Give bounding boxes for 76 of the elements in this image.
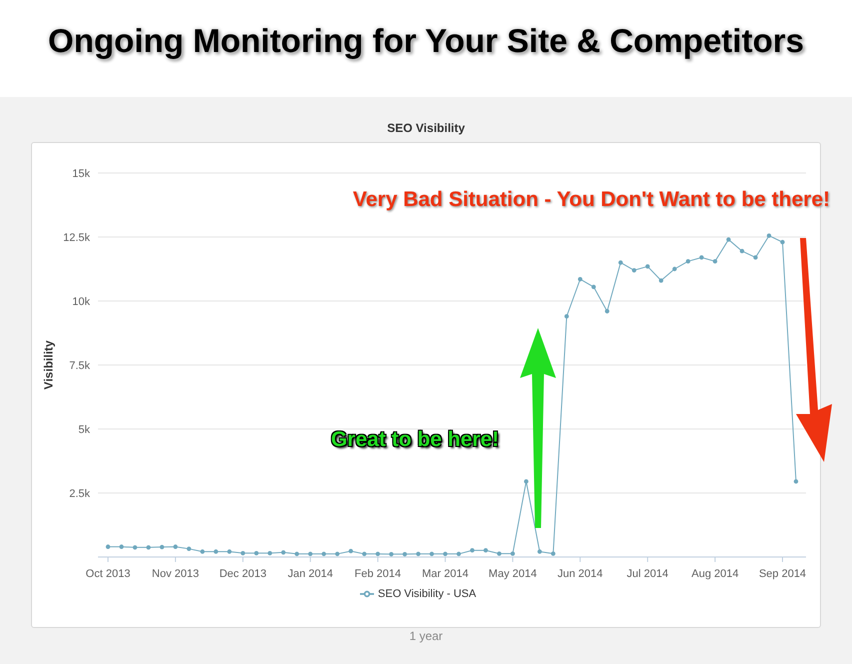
point [335,552,340,556]
point [766,234,772,238]
chart-title: Ongoing Monitoring for Your Site & Competitors [47,22,805,60]
x-tick-label: Aug 2014 [692,568,739,580]
y-tick-label: 5k [78,424,90,436]
point [497,551,502,556]
point [376,552,380,556]
point [214,549,218,554]
x-tick-label: Sep 2014 [758,568,806,580]
point [672,266,677,272]
point [146,545,151,550]
x-tick-label: Mar 2014 [422,568,468,580]
point [780,240,785,244]
chart-subtitle: SEO Visibility [386,121,466,135]
point [322,552,326,556]
point [484,548,488,553]
point [240,550,246,556]
x-tick-label: Nov 2013 [152,568,199,580]
point [591,284,596,290]
y-tick-label: 10k [72,296,90,308]
x-tick-label: Jan 2014 [288,568,333,580]
point [268,550,272,556]
annotation: Great to be here! [330,428,500,452]
y-tick-label: 15k [72,168,90,180]
y-tick-label: 7.5k [69,360,90,372]
point [294,552,300,556]
x-tick-label: May 2014 [488,568,537,580]
point [362,552,367,556]
point [173,544,178,549]
point [604,309,610,314]
point [524,479,528,484]
point [389,552,394,556]
point [200,549,205,554]
point [618,260,623,265]
point [132,545,138,550]
point [753,255,758,260]
point [564,314,569,319]
point [470,548,474,553]
point [106,544,110,549]
point [186,546,192,552]
point [726,237,731,242]
legend-label: SEO Visibility - USA [378,588,476,600]
x-tick-label: Dec 2013 [219,568,266,580]
point [699,255,704,260]
point [658,278,664,283]
x-tick-label: Oct 2013 [86,568,130,580]
text: 1 year [408,629,444,643]
x-tick-label: Jun 2014 [558,568,603,580]
x-tick-label: Feb 2014 [354,568,402,580]
point [160,544,164,550]
point [456,552,461,556]
y-axis-title: Visibility [41,340,56,390]
y-tick-label: 2.5k [69,488,90,500]
point [686,259,690,264]
point [227,549,232,554]
point [510,551,515,556]
point [443,552,448,556]
point [740,248,744,254]
point [119,544,124,549]
point [632,268,636,272]
point [348,548,354,554]
x-tick-label: Jul 2014 [626,568,668,580]
point [416,552,420,556]
point [402,552,407,556]
point [254,550,259,556]
annotation: Very Bad Situation - You Don't Want to be there! [352,188,830,212]
y-tick-label: 12.5k [63,232,90,244]
point [308,552,313,556]
point [794,479,798,484]
point [712,259,718,264]
point [281,550,286,555]
point [537,549,542,554]
point [645,264,650,269]
point [430,552,434,556]
point [550,551,556,556]
point [578,277,582,282]
